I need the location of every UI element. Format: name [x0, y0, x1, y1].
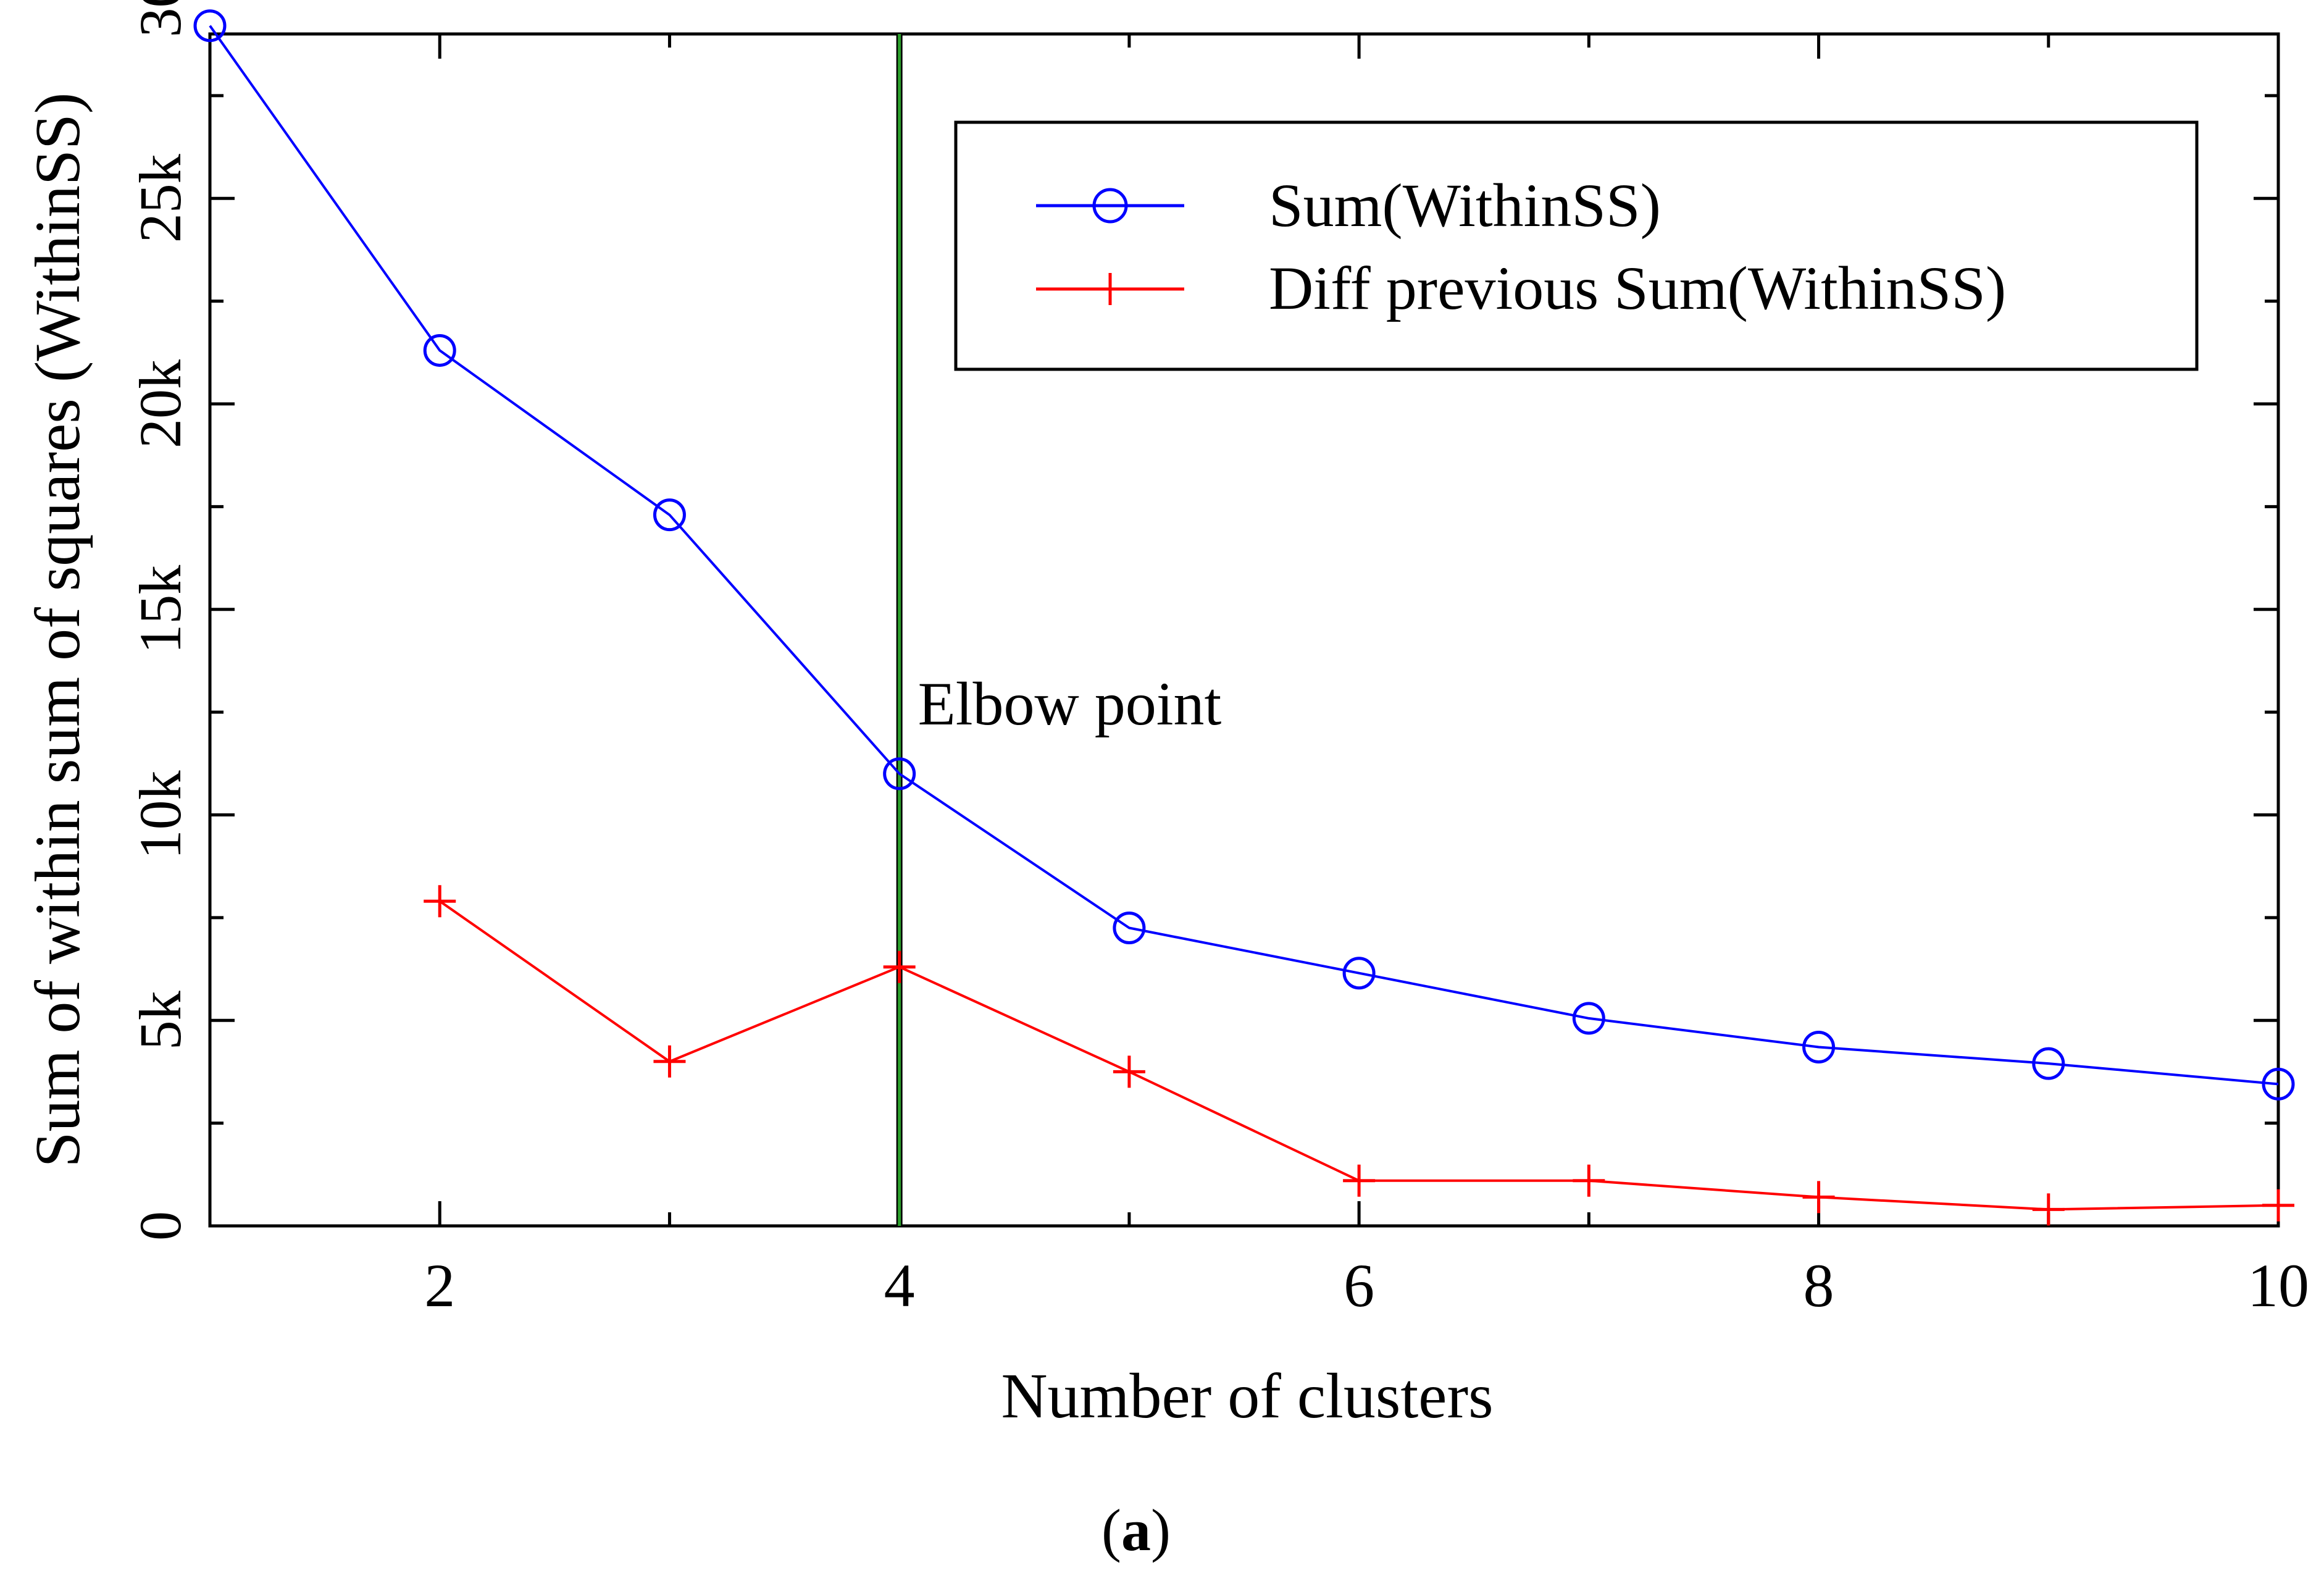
data-point-circle — [1342, 957, 1376, 990]
y-tick-label: 20k — [127, 359, 193, 448]
data-point-circle — [653, 498, 686, 532]
data-point-circle — [1113, 912, 1146, 944]
data-point-circle — [1802, 1031, 1836, 1063]
data-point-circle — [2262, 1067, 2295, 1101]
x-tick-label: 10 — [2247, 1251, 2309, 1320]
data-point-circle — [1572, 1002, 1605, 1035]
caption-letter: a — [1121, 1497, 1151, 1563]
legend-marker-circle — [1092, 188, 1128, 224]
data-point-circle — [883, 757, 916, 790]
legend-marker-plus — [1094, 273, 1126, 305]
data-point-plus — [1573, 1164, 1605, 1197]
data-point-plus — [424, 885, 456, 918]
data-point-circle — [2032, 1047, 2065, 1080]
y-tick-label: 15k — [127, 565, 193, 654]
x-tick-label: 2 — [424, 1251, 455, 1320]
y-ticks-group: 0 5k 10k 15k 20k 25k 30k — [127, 0, 2278, 1241]
data-point-plus — [1343, 1164, 1376, 1197]
plot-frame — [208, 32, 2280, 1228]
elbow-annotation: Elbow point — [918, 669, 1222, 738]
y-tick-label: 25k — [127, 154, 193, 243]
caption-close-paren: ) — [1151, 1497, 1171, 1563]
data-point-plus — [1802, 1181, 1835, 1214]
legend: Sum(WithinSS) Diff previous Sum(WithinSS… — [954, 120, 2199, 371]
legend-label-diff-previous: Diff previous Sum(WithinSS) — [1269, 254, 2006, 322]
data-point-plus — [2262, 1189, 2294, 1222]
x-tick-label: 6 — [1344, 1251, 1374, 1320]
y-tick-label: 30k — [127, 0, 193, 37]
series-line-1 — [439, 900, 2279, 1211]
data-point-plus — [2032, 1193, 2065, 1226]
x-ticks-group: 2 4 6 8 10 — [208, 34, 2309, 1320]
x-tick-label: 8 — [1804, 1251, 1834, 1320]
series-line-0 — [209, 25, 2279, 1086]
data-point-plus — [1113, 1055, 1145, 1088]
data-point-plus — [883, 950, 916, 983]
y-tick-label: 0 — [127, 1211, 193, 1241]
figure-caption: (a) — [1101, 1497, 1171, 1563]
series-group — [193, 9, 2295, 1226]
y-tick-label: 5k — [127, 991, 193, 1050]
y-axis-label: Sum of within sum of squares (WithinSS) — [22, 93, 93, 1168]
caption-open-paren: ( — [1101, 1497, 1121, 1563]
plot-frame-group — [208, 32, 2280, 1228]
data-point-plus — [653, 1045, 686, 1078]
data-point-circle — [423, 333, 456, 367]
x-axis-label: Number of clusters — [1001, 1361, 1493, 1432]
y-tick-label: 10k — [127, 770, 193, 859]
data-point-circle — [193, 9, 227, 43]
legend-box — [954, 120, 2199, 371]
legend-label-sum-withinss: Sum(WithinSS) — [1269, 171, 1661, 240]
x-tick-label: 4 — [884, 1251, 915, 1320]
